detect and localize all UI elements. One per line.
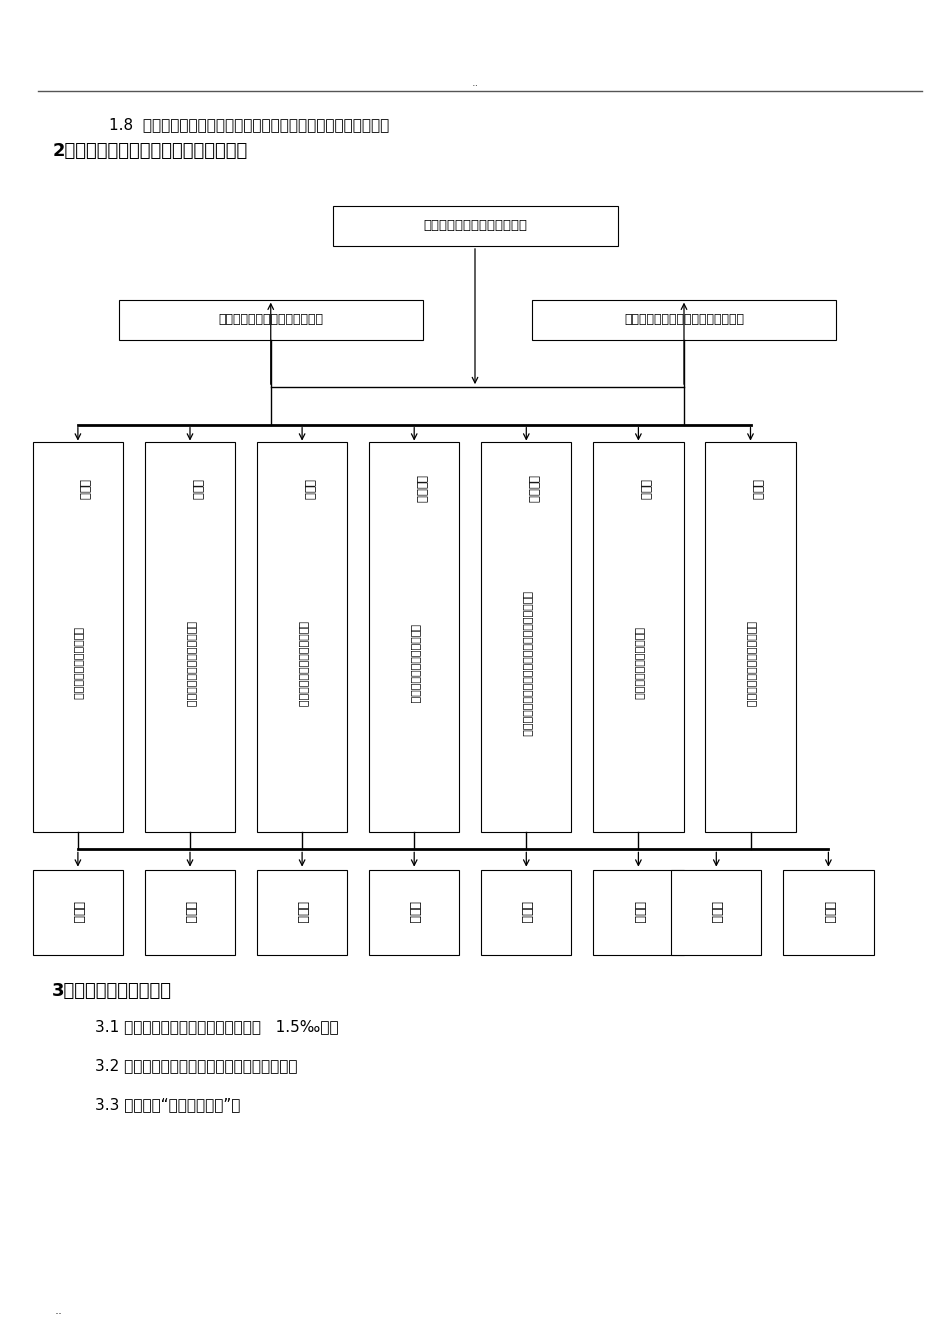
Text: 电焊班: 电焊班 bbox=[183, 902, 197, 923]
Bar bbox=[145, 442, 236, 832]
Text: 安全员: 安全员 bbox=[638, 478, 652, 500]
Text: 3.2 确保施工现场安全检查和评价达优良等级；: 3.2 确保施工现场安全检查和评价达优良等级； bbox=[95, 1058, 297, 1074]
Text: 2、安全生产、文明施工工程治理体系图: 2、安全生产、文明施工工程治理体系图 bbox=[52, 141, 248, 160]
Text: 保障设备材料供应现场布置: 保障设备材料供应现场布置 bbox=[409, 624, 419, 704]
Text: ··: ·· bbox=[55, 1308, 63, 1321]
Bar bbox=[783, 871, 874, 954]
Text: 安全生产文明施工组织组安排: 安全生产文明施工组织组安排 bbox=[746, 621, 755, 707]
Text: 办公室: 办公室 bbox=[302, 478, 315, 500]
Text: 技术负责人：张志广负（安全技术）: 技术负责人：张志广负（安全技术） bbox=[624, 313, 744, 327]
Text: 工程副经理：周从顺（责任人）: 工程副经理：周从顺（责任人） bbox=[218, 313, 323, 327]
Bar bbox=[593, 871, 684, 954]
Bar bbox=[705, 442, 796, 832]
Text: 打算安排安全文明施工资金考察掌握员工安全素养: 打算安排安全文明施工资金考察掌握员工安全素养 bbox=[522, 591, 531, 737]
Bar bbox=[482, 871, 572, 954]
Text: 工程经理：熊青林（负责人）: 工程经理：熊青林（负责人） bbox=[423, 219, 527, 233]
Bar bbox=[671, 871, 762, 954]
Bar bbox=[593, 442, 684, 832]
Text: 日常安全工作的督促检查: 日常安全工作的督促检查 bbox=[634, 628, 643, 700]
Bar bbox=[32, 871, 124, 954]
Text: 3.1 杜绝死亡及重伤事故，年轻伤少于   1.5‰人；: 3.1 杜绝死亡及重伤事故，年轻伤少于 1.5‰人； bbox=[95, 1019, 338, 1035]
Text: 施工组: 施工组 bbox=[190, 478, 203, 500]
Bar bbox=[532, 300, 836, 340]
Text: 材料设备: 材料设备 bbox=[414, 476, 428, 503]
Text: 砼工班: 砼工班 bbox=[710, 902, 723, 923]
Text: 3.3 确保市级“安全文明工地”。: 3.3 确保市级“安全文明工地”。 bbox=[95, 1097, 240, 1113]
Bar bbox=[256, 871, 348, 954]
Text: 施工设计，技术挡案资料: 施工设计，技术挡案资料 bbox=[73, 628, 83, 700]
Bar bbox=[369, 871, 460, 954]
Bar bbox=[332, 206, 618, 246]
Bar bbox=[369, 442, 460, 832]
Text: ..: .. bbox=[471, 78, 479, 89]
Bar bbox=[482, 442, 572, 832]
Bar bbox=[256, 442, 348, 832]
Text: 模板班: 模板班 bbox=[520, 902, 533, 923]
Text: 组织施工生产，负责安全生产: 组织施工生产，负责安全生产 bbox=[185, 621, 195, 707]
Text: 架子班: 架子班 bbox=[408, 902, 421, 923]
Bar bbox=[145, 871, 236, 954]
Text: 财务劳资: 财务劳资 bbox=[526, 476, 540, 503]
Text: 钢筋班: 钢筋班 bbox=[632, 902, 645, 923]
Text: 农民工文明安全素质教育管理: 农民工文明安全素质教育管理 bbox=[297, 621, 307, 707]
Bar bbox=[119, 300, 423, 340]
Text: 油漆班: 油漆班 bbox=[295, 902, 309, 923]
Text: 泥工班: 泥工班 bbox=[822, 902, 835, 923]
Text: 安装班: 安装班 bbox=[71, 902, 85, 923]
Bar bbox=[32, 442, 124, 832]
Text: 技术组: 技术组 bbox=[78, 478, 91, 500]
Text: 生产组: 生产组 bbox=[750, 478, 764, 500]
Text: 1.8  国家及省、市关于安全生产、文明施工的相关文件及规定等。: 1.8 国家及省、市关于安全生产、文明施工的相关文件及规定等。 bbox=[109, 117, 390, 133]
Text: 3、安全、文明治理目标: 3、安全、文明治理目标 bbox=[52, 981, 172, 1000]
